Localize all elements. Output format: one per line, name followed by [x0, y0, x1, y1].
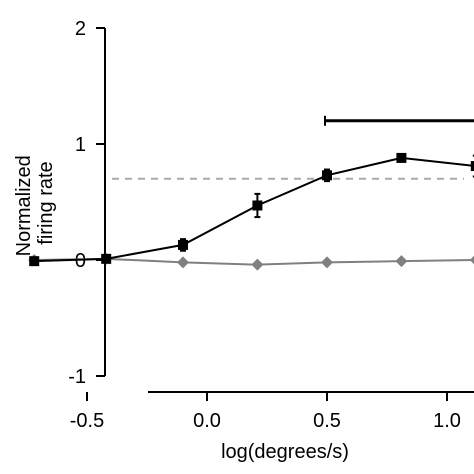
data-point	[395, 255, 408, 268]
x-tick-label: -0.5	[70, 410, 104, 432]
x-tick-label: 1.0	[433, 410, 461, 432]
y-tick-label: 1	[75, 134, 86, 156]
data-point	[469, 255, 474, 265]
y-ticks: -1 0 1 2	[68, 18, 105, 388]
y-axis-title: Normalized firing rate	[13, 150, 57, 257]
y-tick-label: 2	[75, 18, 86, 40]
y-axis-title-line-1: Normalized	[13, 155, 35, 256]
series-line	[34, 156, 474, 263]
x-ticks: -0.50.00.51.01.52.0	[70, 392, 461, 432]
data-point	[29, 256, 40, 267]
y-tick-label: -1	[68, 366, 86, 388]
data-point	[252, 200, 263, 211]
series-2	[28, 252, 474, 271]
axes	[104, 28, 474, 393]
significance-bar	[324, 115, 474, 126]
y-tick-label: 0	[75, 250, 86, 272]
data-point	[321, 256, 333, 269]
x-tick-label: 0.0	[193, 410, 221, 432]
data-point	[396, 152, 407, 163]
data-point	[178, 239, 188, 250]
data-point	[251, 258, 264, 271]
x-tick-label: 0.5	[313, 410, 341, 432]
series-line	[34, 257, 474, 266]
series-1	[29, 152, 474, 267]
data-point	[322, 170, 332, 181]
data-point	[101, 253, 112, 264]
data-point	[177, 256, 189, 269]
y-axis-title-line-2: firing rate	[35, 161, 57, 244]
x-axis-title: log(degrees/s)	[221, 441, 349, 463]
data-point	[470, 161, 474, 172]
series-layer	[28, 152, 474, 271]
